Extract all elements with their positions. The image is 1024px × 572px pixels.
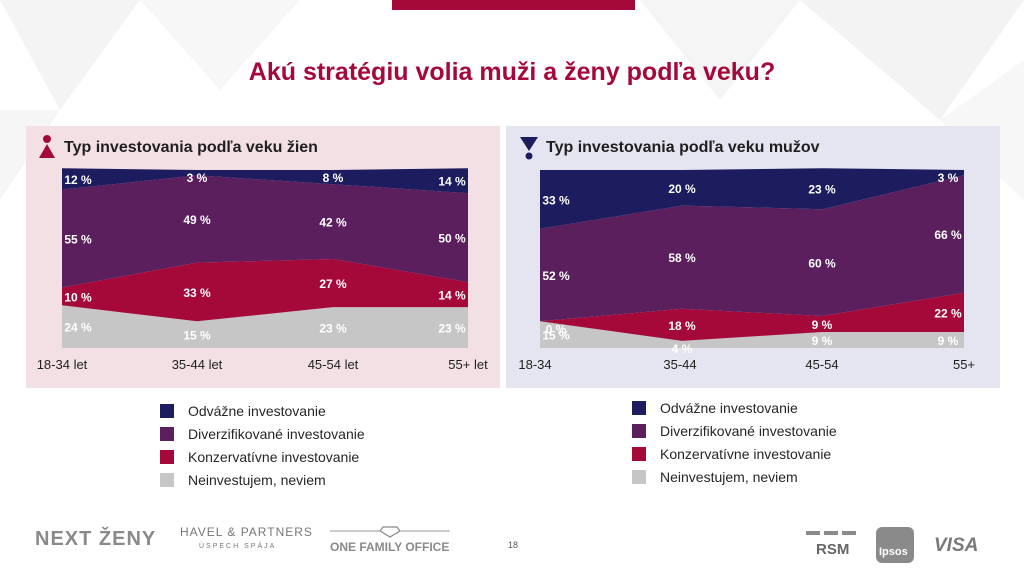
data-label: 23 % [319,322,347,336]
havel-logo-line2: ÚSPECH SPÁJA [199,543,277,550]
legend-item: Diverzifikované investovanie [632,419,837,442]
data-label: 4 % [672,342,693,356]
data-label: 52 % [542,269,570,283]
area-women-odv-ne-investovanie [62,168,468,194]
man-icon [520,137,538,160]
data-label: 23 % [438,322,466,336]
legend-swatch-konz [632,446,646,461]
family-office-logo: ONE FAMILY OFFICE [330,540,450,554]
x-tick-label: 55+ let [448,357,488,372]
data-label: 10 % [64,290,92,304]
legend-item: Neinvestujem, neviem [632,465,837,488]
data-label: 66 % [934,228,962,242]
data-label: 14 % [438,289,466,303]
x-tick-label: 55+ [953,357,975,372]
data-label: 24 % [64,321,92,335]
area-men-diverzifikovan-investovanie [540,175,964,322]
top-accent-bar [392,0,635,10]
diamond-icon [330,526,450,538]
women-panel-title: Typ investovania podľa veku žien [64,139,318,156]
data-label: 55 % [64,233,92,247]
data-label: 3 % [938,171,959,185]
x-tick-label: 18-34 [518,357,551,372]
data-label: 9 % [938,334,959,348]
legend-item: Konzervatívne investovanie [632,442,837,465]
rsm-bars-icon [806,531,856,535]
woman-icon [39,135,55,158]
x-tick-label: 45-54 [805,357,838,372]
data-label: 8 % [323,171,344,185]
legend-swatch-nein [632,469,646,484]
x-tick-label: 18-34 let [37,357,88,372]
rsm-logo: RSM [816,541,850,558]
data-label: 15 % [183,329,211,343]
data-label: 58 % [668,251,696,265]
data-label: 0 % [546,322,567,336]
legend-item: Odvážne investovanie [632,396,837,419]
data-label: 3 % [187,171,208,185]
data-label: 22 % [934,306,962,320]
data-label: 27 % [319,277,347,291]
data-label: 60 % [808,257,836,271]
data-label: 33 % [542,193,570,207]
men-legend: Odvážne investovanie Diverzifikované inv… [632,396,837,488]
data-label: 9 % [812,334,833,348]
visa-logo: VISA [934,535,979,556]
legend-item: Diverzifikované investovanie [160,422,365,445]
data-label: 15 % [542,329,570,343]
area-women-diverzifikovan-investovanie [62,175,468,288]
data-label: 14 % [438,175,466,189]
data-label: 49 % [183,213,211,227]
area-women-neinvestujem-neviem [62,305,468,348]
x-tick-label: 35-44 [663,357,696,372]
data-label: 23 % [808,183,836,197]
data-label: 33 % [183,286,211,300]
x-tick-label: 35-44 let [172,357,223,372]
page-number: 18 [508,540,519,550]
area-men-neinvestujem-neviem [540,321,964,348]
legend-item: Neinvestujem, neviem [160,468,365,491]
legend-item: Konzervatívne investovanie [160,445,365,468]
data-label: 9 % [812,318,833,332]
legend-swatch-diverz [632,423,646,438]
ipsos-logo: Ipsos [879,546,908,558]
ipsos-badge-icon [876,527,914,563]
area-men-odv-ne-investovanie [540,168,964,229]
page-title: Akú stratégiu volia muži a ženy podľa ve… [248,58,776,86]
area-men-konzervat-vne-investovanie [540,292,964,341]
men-panel-title: Typ investovania podľa veku mužov [546,139,820,156]
area-women-konzervat-vne-investovanie [62,259,468,322]
data-label: 18 % [668,319,696,333]
data-label: 12 % [64,173,92,187]
legend-swatch-nein [160,472,174,487]
legend-swatch-odvazne [160,403,174,418]
legend-swatch-odvazne [632,400,646,415]
legend-swatch-diverz [160,426,174,441]
legend-swatch-konz [160,449,174,464]
data-label: 50 % [438,232,466,246]
havel-logo-line1: HAVEL & PARTNERS [180,525,313,539]
x-tick-label: 45-54 let [308,357,359,372]
next-zeny-logo: NEXT ŽENY [35,528,157,550]
data-label: 42 % [319,216,347,230]
data-label: 20 % [668,182,696,196]
women-legend: Odvážne investovanie Diverzifikované inv… [160,399,365,491]
legend-item: Odvážne investovanie [160,399,365,422]
